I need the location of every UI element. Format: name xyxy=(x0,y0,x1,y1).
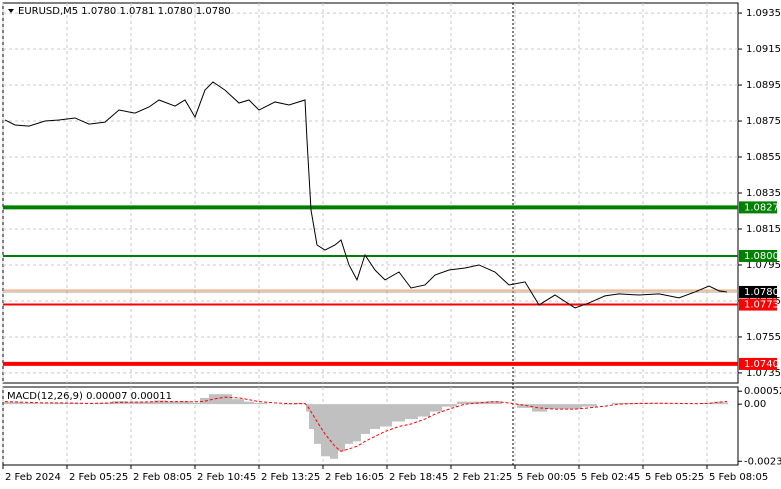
macd-bar xyxy=(392,404,405,422)
x-tick-label: 5 Feb 00:05 xyxy=(517,472,576,483)
indicator-title: MACD(12,26,9) 0.00007 0.00011 xyxy=(7,391,172,402)
y-tick-label: 0.00052 xyxy=(744,386,781,397)
macd-bar xyxy=(52,402,67,405)
macd-bar xyxy=(338,404,345,452)
macd-bar xyxy=(565,404,582,410)
level-label-box xyxy=(739,201,777,214)
x-tick-label: 2 Feb 05:25 xyxy=(69,472,128,483)
macd-bar xyxy=(142,401,154,405)
macd-bar xyxy=(612,402,629,405)
x-tick-label: 5 Feb 02:45 xyxy=(581,472,640,483)
chart-title: EURUSD,M5 1.0780 1.0781 1.0780 1.0780 xyxy=(18,6,231,17)
macd-bar xyxy=(180,401,190,405)
macd-bar xyxy=(112,401,127,405)
price-line xyxy=(4,81,728,309)
macd-bar xyxy=(4,401,10,405)
macd-bar xyxy=(209,394,219,405)
macd-bar xyxy=(67,403,82,405)
macd-bar xyxy=(370,404,380,429)
y-tick-label: 1.0895 xyxy=(746,80,781,91)
y-tick-label: 1.0855 xyxy=(746,152,781,163)
macd-bar xyxy=(127,401,142,405)
y-tick-label: 1.0875 xyxy=(746,116,781,127)
macd-bar xyxy=(167,401,180,405)
x-tick-label: 5 Feb 08:05 xyxy=(709,472,768,483)
y-tick-label: -0.0023 xyxy=(744,456,781,467)
macd-bar xyxy=(380,404,392,427)
level-label: 1.0827 xyxy=(744,202,779,213)
macd-bar xyxy=(254,402,267,405)
x-tick-label: 2 Feb 08:05 xyxy=(133,472,192,483)
bid-label: 1.0780 xyxy=(744,287,779,298)
level-label-box xyxy=(739,357,777,370)
level-label-box xyxy=(739,249,777,262)
x-tick-label: 2 Feb 2024 xyxy=(5,472,61,483)
x-tick-label: 2 Feb 21:25 xyxy=(453,472,512,483)
macd-bar xyxy=(10,402,22,405)
macd-bar xyxy=(190,402,200,405)
macd-bar xyxy=(582,404,597,407)
y-tick-label: 1.0795 xyxy=(746,260,781,271)
y-tick-label: 1.0735 xyxy=(746,368,781,379)
level-label-box xyxy=(739,298,777,311)
macd-bar xyxy=(702,402,714,405)
macd-bar xyxy=(97,402,112,405)
plot-layer xyxy=(2,3,738,465)
macd-bar xyxy=(37,403,52,405)
level-label: 1.0800 xyxy=(744,251,779,262)
level-label: 1.0740 xyxy=(744,359,779,370)
y-tick-label: 1.0915 xyxy=(746,44,781,55)
bid-label-box xyxy=(739,285,777,298)
macd-bar xyxy=(405,404,418,420)
x-tick-label: 2 Feb 18:45 xyxy=(389,472,448,483)
macd-bar xyxy=(472,401,487,405)
macd-bar xyxy=(361,404,370,434)
macd-bar xyxy=(629,402,649,405)
y-tick-label: 1.0815 xyxy=(746,224,781,235)
macd-bar xyxy=(430,404,442,412)
macd-bar xyxy=(649,403,669,405)
signal-line xyxy=(4,396,728,452)
macd-bar xyxy=(723,402,728,405)
macd-bar xyxy=(309,404,314,429)
level-label: 1.0773 xyxy=(744,300,779,311)
macd-bar xyxy=(418,404,430,417)
macd-bar xyxy=(714,401,723,405)
y-tick-label: 1.0755 xyxy=(746,332,781,343)
macd-bar xyxy=(232,399,244,405)
macd-bar xyxy=(532,404,547,412)
macd-bar xyxy=(547,404,565,410)
macd-bar xyxy=(200,397,209,405)
x-tick-label: 2 Feb 10:45 xyxy=(197,472,256,483)
macd-bar xyxy=(330,404,338,459)
macd-bar xyxy=(353,404,361,442)
menu-arrow xyxy=(8,9,14,13)
macd-bar xyxy=(314,404,321,444)
macd-bar xyxy=(345,404,353,444)
x-tick-label: 5 Feb 05:25 xyxy=(645,472,704,483)
macd-bar xyxy=(321,404,330,457)
y-tick-label: 0.00 xyxy=(744,399,766,410)
macd-bar xyxy=(517,404,532,408)
y-tick-label: 1.0835 xyxy=(746,188,781,199)
x-tick-label: 2 Feb 13:25 xyxy=(261,472,320,483)
macd-bar xyxy=(442,404,457,407)
macd-bar xyxy=(154,400,167,405)
x-tick-label: 2 Feb 16:05 xyxy=(325,472,384,483)
macd-bar xyxy=(457,401,472,405)
macd-bar xyxy=(487,401,502,405)
macd-bar xyxy=(306,404,309,412)
macd-bar xyxy=(244,401,254,405)
macd-bar xyxy=(22,402,37,405)
macd-bar xyxy=(219,394,232,405)
y-tick-label: 1.0935 xyxy=(746,8,781,19)
